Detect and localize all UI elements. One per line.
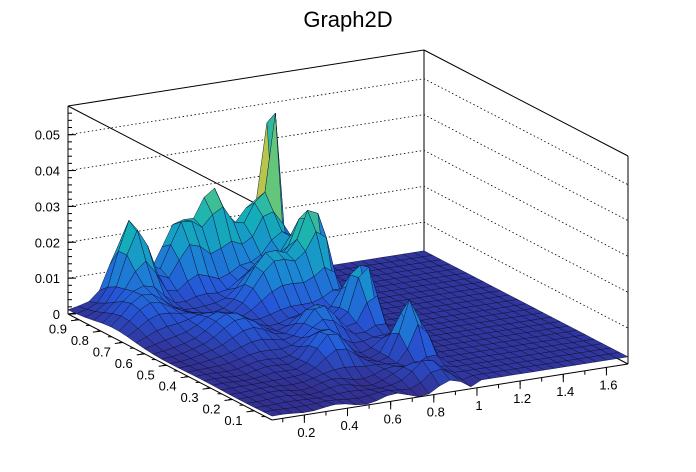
z-gridline [67, 114, 629, 221]
z-tick-label: 0.05 [35, 128, 60, 143]
x-tick-label: 0.4 [340, 418, 358, 433]
surface-mesh [67, 112, 629, 417]
z-tick-label: 0.04 [35, 164, 60, 179]
axes: 0.2 0.4 0.6 0.8 1 1.2 1.4 1.60.10.20.30.40.50.6… [35, 112, 617, 440]
z-tick-label: 0 [53, 307, 60, 322]
y-tick-label: 0.7 [93, 344, 111, 359]
z-tick-label: 0.02 [35, 235, 60, 250]
x-tick-label: 0.6 [384, 411, 402, 426]
x-tick-label: 0.8 [427, 405, 445, 420]
z-tick-label: 0.01 [35, 271, 60, 286]
y-tick-label: 0.6 [115, 356, 133, 371]
surface-cell [608, 352, 629, 359]
left-top-edge [67, 105, 273, 213]
back-top-edge [67, 49, 425, 107]
y-tick-label: 0.5 [137, 367, 155, 382]
z-gridline [67, 149, 629, 257]
front-frame [67, 106, 629, 421]
y-tick-label: 0.2 [202, 401, 220, 416]
y-tick-label: 0.8 [71, 333, 89, 348]
x-tick-label: 0.2 [297, 425, 315, 440]
x-tick-label: 1.2 [513, 391, 531, 406]
x-tick-label: 1.4 [556, 384, 574, 399]
y-tick-label: 0.1 [224, 413, 242, 428]
z-gridline [67, 78, 629, 186]
y-tick-label: 0.3 [181, 390, 199, 405]
x-tick-label: 1 [475, 398, 482, 413]
chart-title: Graph2D [303, 7, 392, 32]
x-tick-label: 1.6 [599, 377, 617, 392]
x-axis-line [271, 363, 629, 421]
right-top-edge [423, 49, 629, 157]
z-tick-label: 0.03 [35, 199, 60, 214]
y-axis-line [67, 313, 273, 421]
y-tick-label: 0.4 [159, 379, 177, 394]
y-tick-label: 0.9 [49, 322, 67, 337]
